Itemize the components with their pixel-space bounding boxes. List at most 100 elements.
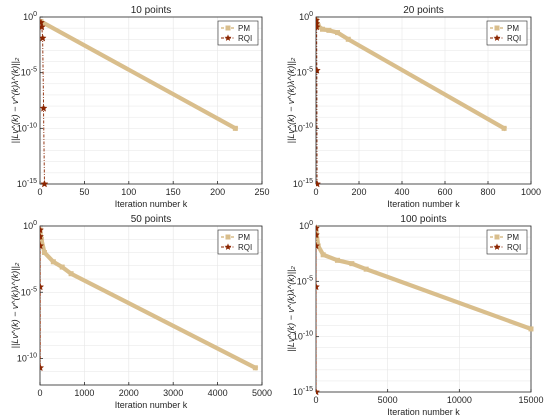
legend-marker-pm xyxy=(225,234,231,240)
x-axis-label: Iteration number k xyxy=(115,199,188,209)
legend-marker-pm xyxy=(225,25,231,31)
pm-point xyxy=(326,27,332,33)
y-tick-label: 10-10 xyxy=(293,331,313,342)
data-layer xyxy=(40,225,259,372)
series-line-pm xyxy=(40,18,239,132)
rqi-point xyxy=(316,66,321,74)
pm-point xyxy=(319,26,325,32)
rqi-point xyxy=(40,22,46,31)
legend-marker-pm xyxy=(494,234,500,240)
rqi-point xyxy=(40,232,45,240)
x-tick-label: 5000 xyxy=(252,388,272,398)
x-tick-label: 10000 xyxy=(447,395,472,405)
y-axis-label: ||Lv^(k) − v^(k)λ^(k)||₂ xyxy=(10,57,20,143)
pm-point xyxy=(232,125,238,131)
legend-label: PM xyxy=(238,24,250,33)
rqi-point xyxy=(316,241,320,250)
x-tick-label: 600 xyxy=(437,187,452,197)
legend-label: PM xyxy=(507,24,519,33)
y-tick-label: 100 xyxy=(299,220,313,231)
x-tick-label: 3000 xyxy=(163,388,183,398)
pm-point xyxy=(68,271,74,277)
legend-label: RQI xyxy=(507,243,521,252)
y-tick-label: 100 xyxy=(299,11,313,22)
x-tick-label: 400 xyxy=(394,187,409,197)
data-layer xyxy=(316,16,507,188)
x-tick-label: 200 xyxy=(210,187,225,197)
pm-point xyxy=(501,125,507,131)
axes-box xyxy=(315,225,532,393)
pm-point xyxy=(528,326,534,332)
data-layer xyxy=(40,18,239,188)
legend-box xyxy=(486,229,528,255)
rqi-point xyxy=(40,282,45,291)
rqi-point xyxy=(40,18,45,26)
axes-box xyxy=(39,225,263,386)
x-tick-label: 15000 xyxy=(518,395,543,405)
y-tick-label: 100 xyxy=(23,11,37,22)
legend-marker-rqi xyxy=(224,34,232,41)
legend-label: PM xyxy=(507,233,519,242)
x-axis-label: Iteration number k xyxy=(387,199,460,209)
pm-point xyxy=(252,365,258,371)
rqi-point xyxy=(40,34,47,42)
chart-title: 20 points xyxy=(403,5,444,16)
rqi-point xyxy=(40,225,44,234)
x-tick-label: 150 xyxy=(166,187,181,197)
x-tick-label: 800 xyxy=(480,187,495,197)
y-tick-label: 10-10 xyxy=(17,122,37,133)
pm-point xyxy=(349,261,355,267)
chart-panel-4: 0 5000 10000 15000 10-15 10-10 10-5 100 100 poin… xyxy=(286,214,544,417)
x-tick-label: 0 xyxy=(313,395,318,405)
x-tick-label: 5000 xyxy=(378,395,398,405)
x-tick-label: 4000 xyxy=(208,388,228,398)
y-axis-label: ||Lv^(k) − v^(k)λ^(k)||₂ xyxy=(286,266,296,352)
pm-point xyxy=(59,264,65,270)
rqi-point xyxy=(316,179,321,188)
legend-label: RQI xyxy=(238,243,252,252)
rqi-point xyxy=(316,387,320,396)
chart-title: 50 points xyxy=(131,214,172,225)
pm-point xyxy=(320,252,326,258)
rqi-point xyxy=(40,179,49,188)
y-tick-label: 10-10 xyxy=(17,353,37,364)
x-tick-label: 0 xyxy=(313,187,318,197)
y-tick-label: 10-15 xyxy=(293,386,313,397)
y-tick-label: 10-5 xyxy=(297,275,313,286)
x-tick-label: 1000 xyxy=(521,187,541,197)
x-tick-label: 200 xyxy=(351,187,366,197)
rqi-point xyxy=(316,282,320,291)
rqi-point xyxy=(40,363,45,372)
x-axis-label: Iteration number k xyxy=(115,400,188,410)
y-axis-label: ||Lv^(k) − v^(k)λ^(k)||₂ xyxy=(286,57,296,143)
legend-label: PM xyxy=(238,233,250,242)
legend-marker-rqi xyxy=(224,243,232,250)
pm-point xyxy=(363,266,369,272)
data-layer xyxy=(316,224,534,396)
x-tick-label: 1000 xyxy=(74,388,94,398)
chart-panel-2: 0 200 400 600 800 1000 10-15 10-10 10-5 100 20 poi… xyxy=(286,5,541,209)
x-tick-label: 2000 xyxy=(119,388,139,398)
pm-point xyxy=(50,259,56,265)
pm-point xyxy=(335,257,340,263)
legend-box xyxy=(217,20,259,46)
axes-box xyxy=(315,16,532,185)
rqi-point xyxy=(316,224,320,232)
pm-point xyxy=(345,36,351,42)
legend-box xyxy=(486,20,528,46)
x-tick-label: 0 xyxy=(37,187,42,197)
chart-title: 100 points xyxy=(400,214,446,225)
y-tick-label: 10-15 xyxy=(17,178,37,189)
y-tick-label: 10-10 xyxy=(293,122,313,133)
legend-marker-rqi xyxy=(493,243,501,250)
x-tick-label: 100 xyxy=(121,187,136,197)
axes-box xyxy=(39,16,263,185)
y-tick-label: 10-5 xyxy=(297,67,313,78)
x-axis-label: Iteration number k xyxy=(387,407,460,417)
pm-point xyxy=(41,250,47,255)
